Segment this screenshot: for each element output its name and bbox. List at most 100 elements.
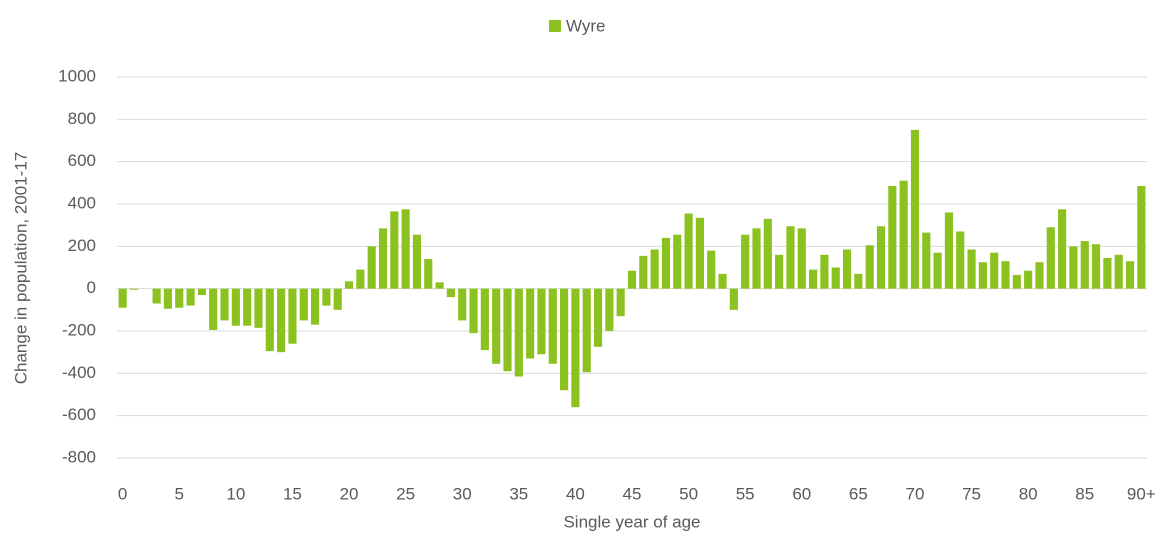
y-tick-label: 400 [68,193,96,212]
bar [933,252,942,289]
bar [514,288,523,377]
x-tick-label: 55 [736,484,755,503]
bar [684,213,693,289]
bar [661,237,671,289]
bar [503,288,512,372]
y-tick-label: 0 [87,278,96,297]
bar [1091,244,1101,289]
x-tick-label: 20 [340,484,359,503]
bar [967,249,976,289]
bar [763,218,772,289]
x-tick-label: 80 [1019,484,1038,503]
bar [797,228,806,289]
bar [752,228,761,289]
bar [469,288,478,334]
x-tick-label: 85 [1075,484,1094,503]
bar [537,288,546,355]
bar [718,273,727,289]
bar [990,252,999,289]
bar [344,281,354,289]
x-tick-label: 10 [226,484,245,503]
bar [775,254,784,289]
bar [333,288,342,310]
bar [922,232,931,289]
x-tick-label: 5 [175,484,184,503]
bar [1058,209,1067,289]
bar [582,288,591,373]
bar [865,245,874,289]
bar [1069,246,1078,289]
y-tick-label: -800 [62,447,96,466]
bar [311,288,320,325]
bar [209,288,218,330]
x-tick-label: 50 [679,484,698,503]
bar [163,288,173,309]
bar [526,288,535,359]
bar [876,226,886,289]
x-tick-label: 35 [509,484,528,503]
bar [1125,261,1135,289]
x-tick-label: 25 [396,484,415,503]
bar [1001,261,1010,289]
bar [299,288,308,321]
bar [1114,254,1123,289]
bar [118,288,127,308]
bar [571,288,580,408]
legend-swatch [549,20,561,32]
bar [888,186,897,289]
bar [978,262,987,289]
y-tick-label: 1000 [58,66,96,85]
bar [492,288,501,364]
x-tick-label: 70 [906,484,925,503]
bar [809,269,818,289]
bar [741,234,750,289]
bar [899,180,908,289]
bar [265,288,274,352]
bar [910,129,920,289]
bar [152,288,161,304]
bar [639,255,648,289]
bar [378,228,388,289]
bar [831,267,840,289]
bar [695,217,704,289]
x-axis-label: Single year of age [563,512,700,531]
x-tick-label: 75 [962,484,981,503]
x-tick-label: 90+ [1127,484,1156,503]
x-tick-label: 45 [623,484,642,503]
x-tick-label: 65 [849,484,868,503]
bar [944,212,953,289]
bar [820,254,829,289]
bar [277,288,286,353]
y-tick-label: -600 [62,405,96,424]
bar [356,269,365,289]
bar [390,211,399,289]
x-tick-label: 15 [283,484,302,503]
x-tick-label: 0 [118,484,127,503]
bar [220,288,229,321]
y-tick-label: 200 [68,236,96,255]
bar [175,288,184,308]
bar [1012,274,1021,289]
bar [842,249,852,289]
bar [1035,262,1044,289]
y-tick-label: -400 [62,363,96,382]
bar [707,250,716,289]
bar [786,226,795,289]
bar [401,209,410,289]
bar [650,249,659,289]
bar [412,234,422,289]
bar [1046,227,1055,289]
bar [729,288,738,310]
bar [243,288,252,326]
bar [197,288,206,296]
bar [548,288,557,364]
y-tick-label: 600 [68,151,96,170]
x-tick-label: 40 [566,484,585,503]
bar [129,288,139,290]
bar [1137,186,1146,289]
x-tick-label: 30 [453,484,472,503]
bar [322,288,331,306]
bar [288,288,297,344]
bar [435,282,444,289]
